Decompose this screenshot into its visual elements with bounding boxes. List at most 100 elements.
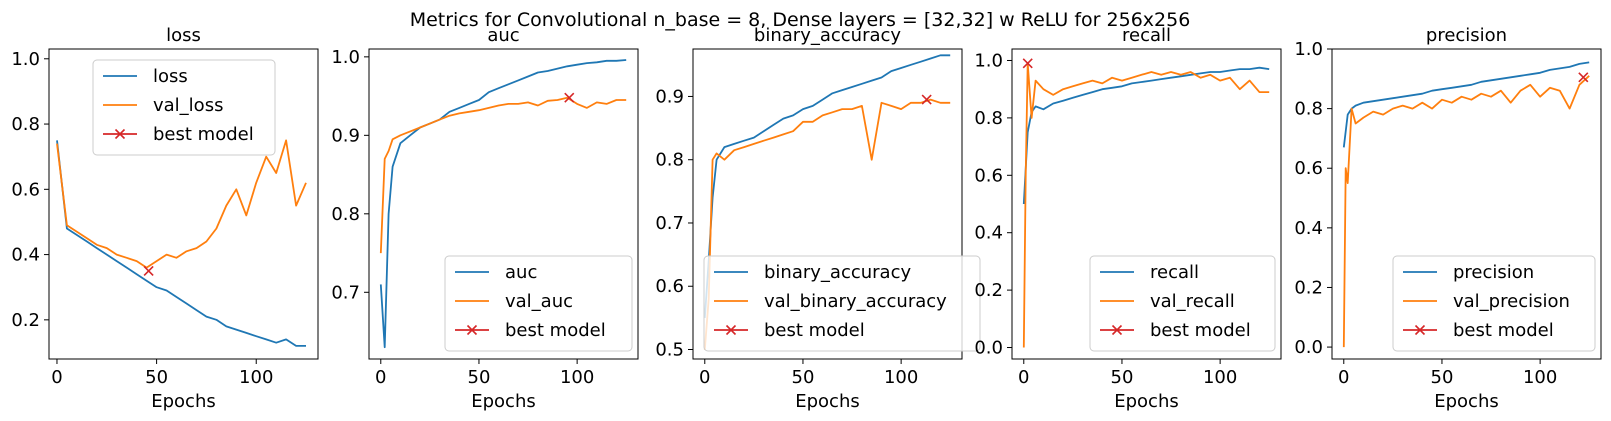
legend-entry-label: val_binary_accuracy bbox=[764, 291, 947, 312]
series-line-val-auc bbox=[379, 96, 627, 254]
series-line-recall bbox=[1022, 66, 1270, 205]
axes-frame bbox=[1331, 48, 1602, 360]
y-tick-label: 0.2 bbox=[1294, 277, 1323, 298]
y-tick-label: 0.0 bbox=[1294, 337, 1323, 358]
best-model-marker bbox=[921, 94, 932, 105]
x-tick-label: 100 bbox=[884, 367, 918, 388]
axes-frame bbox=[1011, 48, 1282, 360]
axes-frame bbox=[368, 48, 639, 360]
legend-entry-label: best model bbox=[153, 124, 254, 145]
legend-entry-label: val_loss bbox=[153, 95, 223, 116]
panel-title: recall bbox=[1122, 25, 1171, 46]
legend-marker-icon bbox=[114, 128, 126, 140]
axes-frame bbox=[692, 48, 963, 360]
panel-title: binary_accuracy bbox=[754, 25, 901, 46]
y-tick-label: 0.8 bbox=[11, 114, 40, 135]
series-line-val-recall bbox=[1022, 62, 1270, 348]
chart-panel-auc: auc 0 50 100 0.7 0.8 0.9 1.0 Epochs auc val_aucbes… bbox=[331, 25, 639, 412]
legend-marker-icon bbox=[466, 324, 478, 336]
x-tick-label: 0 bbox=[699, 367, 710, 388]
x-tick-label: 100 bbox=[560, 367, 594, 388]
series-line-auc bbox=[379, 59, 627, 349]
best-model-marker bbox=[1022, 58, 1033, 69]
legend-entry-label: best model bbox=[1453, 320, 1554, 341]
x-tick-label: 50 bbox=[145, 367, 168, 388]
x-tick-label: 0 bbox=[1018, 367, 1029, 388]
y-tick-label: 0.6 bbox=[655, 276, 684, 297]
x-axis-label: Epochs bbox=[471, 391, 536, 412]
legend-box bbox=[703, 255, 981, 352]
chart-panels: loss 0 50 100 0.2 0.4 0.6 0.8 1.0 Epochs loss val_l… bbox=[11, 25, 1602, 412]
y-tick-label: 0.7 bbox=[655, 213, 684, 234]
series-line-binary-accuracy bbox=[703, 54, 951, 318]
panel-title: loss bbox=[166, 25, 201, 46]
y-tick-label: 0.9 bbox=[331, 125, 360, 146]
y-tick-label: 0.2 bbox=[974, 280, 1003, 301]
panel-title: auc bbox=[487, 25, 519, 46]
legend-entry-label: loss bbox=[153, 66, 188, 87]
x-axis-label: Epochs bbox=[795, 391, 860, 412]
series-line-val-loss bbox=[56, 139, 307, 269]
series-line-val-precision bbox=[1342, 75, 1590, 348]
y-tick-label: 0.6 bbox=[11, 179, 40, 200]
legend-entry-label: val_precision bbox=[1453, 291, 1570, 312]
legend-entry-label: binary_accuracy bbox=[764, 262, 911, 283]
x-tick-label: 100 bbox=[1203, 367, 1237, 388]
y-tick-label: 0.8 bbox=[655, 150, 684, 171]
legend-box bbox=[1392, 255, 1596, 352]
y-tick-label: 0.9 bbox=[655, 86, 684, 107]
y-tick-label: 0.4 bbox=[11, 245, 40, 266]
x-axis-label: Epochs bbox=[1114, 391, 1179, 412]
x-tick-label: 0 bbox=[1338, 367, 1349, 388]
y-tick-label: 1.0 bbox=[974, 50, 1003, 71]
panel-title: precision bbox=[1426, 25, 1507, 46]
legend-box bbox=[1089, 255, 1276, 352]
series-line-precision bbox=[1342, 61, 1590, 148]
best-model-marker bbox=[1578, 72, 1589, 83]
x-tick-label: 50 bbox=[468, 367, 491, 388]
x-tick-label: 0 bbox=[375, 367, 386, 388]
chart-panel-precision: precision 0 50 100 0.0 0.2 0.4 0.6 0.8 1.0 Epochs p… bbox=[1294, 25, 1602, 412]
x-tick-label: 0 bbox=[51, 367, 62, 388]
x-tick-label: 50 bbox=[1431, 367, 1454, 388]
x-axis-label: Epochs bbox=[1434, 391, 1499, 412]
series-line-loss bbox=[56, 140, 306, 347]
y-tick-label: 0.4 bbox=[974, 223, 1003, 244]
x-tick-label: 100 bbox=[1523, 367, 1557, 388]
y-tick-label: 1.0 bbox=[331, 47, 360, 68]
y-tick-label: 0.2 bbox=[11, 310, 40, 331]
best-model-marker bbox=[143, 265, 154, 276]
x-tick-label: 50 bbox=[1111, 367, 1134, 388]
legend-entry-label: recall bbox=[1150, 262, 1199, 283]
y-tick-label: 0.8 bbox=[1294, 99, 1323, 120]
y-tick-label: 0.7 bbox=[331, 282, 360, 303]
y-tick-label: 0.6 bbox=[1294, 158, 1323, 179]
legend-box bbox=[444, 255, 633, 352]
legend-entry-label: best model bbox=[505, 320, 606, 341]
x-tick-label: 100 bbox=[239, 367, 273, 388]
legend-entry-label: val_auc bbox=[505, 291, 573, 312]
legend-entry-label: best model bbox=[764, 320, 865, 341]
legend-marker-icon bbox=[1111, 324, 1123, 336]
legend-marker-icon bbox=[1414, 324, 1426, 336]
y-tick-label: 1.0 bbox=[1294, 39, 1323, 60]
legend-entry-label: auc bbox=[505, 262, 537, 283]
y-tick-label: 0.8 bbox=[331, 204, 360, 225]
chart-panel-recall: recall 0 50 100 0.0 0.2 0.4 0.6 0.8 1.0 Epochs reca… bbox=[974, 25, 1282, 412]
series-line-val-binary-accuracy bbox=[703, 98, 951, 350]
legend-marker-icon bbox=[725, 324, 737, 336]
chart-panel-binary-accuracy: binary_accuracy 0 50 100 0.5 0.6 0.7 0.8 0.9 Epoc… bbox=[655, 25, 981, 412]
y-tick-label: 0.0 bbox=[974, 338, 1003, 359]
axes-frame bbox=[48, 48, 319, 360]
y-tick-label: 1.0 bbox=[11, 49, 40, 70]
y-tick-label: 0.6 bbox=[974, 165, 1003, 186]
x-tick-label: 50 bbox=[792, 367, 815, 388]
legend-entry-label: precision bbox=[1453, 262, 1534, 283]
figure-suptitle: Metrics for Convolutional n_base = 8, De… bbox=[410, 9, 1191, 31]
